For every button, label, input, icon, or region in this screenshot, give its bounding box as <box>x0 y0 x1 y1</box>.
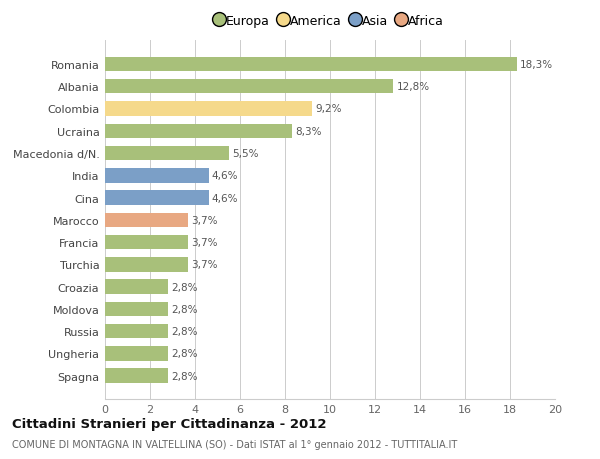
Bar <box>105 57 517 72</box>
Bar <box>105 168 209 183</box>
Text: 9,2%: 9,2% <box>316 104 342 114</box>
Bar <box>105 191 209 205</box>
Bar <box>105 213 188 228</box>
Text: 2,8%: 2,8% <box>172 282 198 292</box>
Bar <box>105 302 168 316</box>
Text: 18,3%: 18,3% <box>520 60 553 70</box>
Text: 2,8%: 2,8% <box>172 304 198 314</box>
Text: 8,3%: 8,3% <box>295 127 322 136</box>
Text: 4,6%: 4,6% <box>212 171 238 181</box>
Text: 3,7%: 3,7% <box>191 260 218 270</box>
Bar <box>105 369 168 383</box>
Text: 3,7%: 3,7% <box>191 238 218 247</box>
Text: 12,8%: 12,8% <box>397 82 430 92</box>
Text: 2,8%: 2,8% <box>172 371 198 381</box>
Bar <box>105 324 168 339</box>
Text: 4,6%: 4,6% <box>212 193 238 203</box>
Text: 5,5%: 5,5% <box>232 149 259 159</box>
Bar <box>105 80 393 94</box>
Bar <box>105 257 188 272</box>
Text: 3,7%: 3,7% <box>191 215 218 225</box>
Text: 2,8%: 2,8% <box>172 349 198 358</box>
Bar <box>105 146 229 161</box>
Bar <box>105 102 312 117</box>
Text: 2,8%: 2,8% <box>172 326 198 336</box>
Bar <box>105 235 188 250</box>
Bar <box>105 124 292 139</box>
Text: Cittadini Stranieri per Cittadinanza - 2012: Cittadini Stranieri per Cittadinanza - 2… <box>12 417 326 430</box>
Bar <box>105 347 168 361</box>
Text: COMUNE DI MONTAGNA IN VALTELLINA (SO) - Dati ISTAT al 1° gennaio 2012 - TUTTITAL: COMUNE DI MONTAGNA IN VALTELLINA (SO) - … <box>12 440 457 449</box>
Legend: Europa, America, Asia, Africa: Europa, America, Asia, Africa <box>212 11 448 32</box>
Bar <box>105 280 168 294</box>
